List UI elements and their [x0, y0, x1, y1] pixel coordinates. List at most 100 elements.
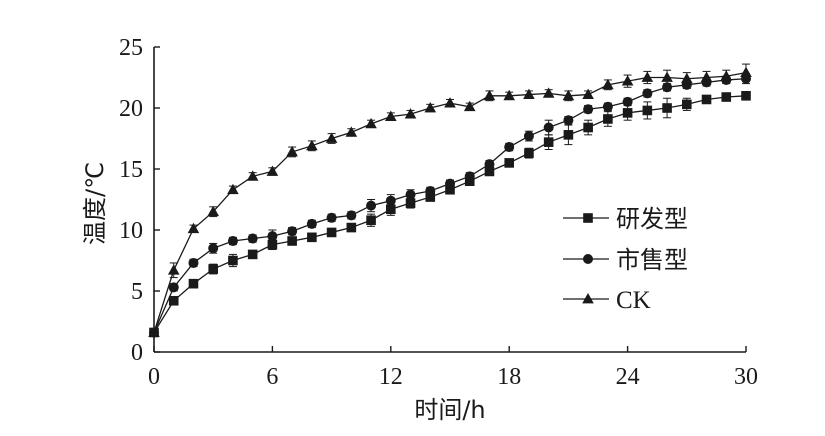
x-tick-label: 18 [497, 364, 521, 390]
data-point [267, 239, 278, 250]
data-point [405, 198, 416, 208]
data-point [721, 92, 732, 102]
data-point [168, 282, 179, 293]
data-point [404, 108, 417, 119]
data-point [286, 145, 298, 157]
data-point [681, 72, 693, 84]
data-point [424, 102, 437, 113]
data-point [582, 88, 594, 99]
data-point [168, 295, 179, 306]
data-point [228, 255, 238, 266]
data-point [543, 137, 554, 147]
data-point [188, 278, 199, 289]
y-tick-label: 5 [131, 279, 143, 305]
data-point [523, 131, 534, 142]
data-point [563, 130, 574, 140]
tick-labels: 0 6 12 18 24 30 0 5 10 15 20 25 [119, 35, 758, 390]
data-point [621, 75, 634, 86]
data-point [306, 218, 317, 229]
data-point [622, 108, 633, 118]
data-point [463, 100, 476, 112]
data-point [563, 115, 574, 126]
data-point [661, 71, 673, 82]
data-point [385, 110, 397, 121]
data-point [484, 166, 495, 177]
data-point [642, 105, 653, 116]
legend-marker [583, 213, 593, 223]
data-point [326, 227, 337, 238]
data-point [208, 264, 218, 274]
data-point [701, 94, 712, 105]
data-point [207, 205, 219, 217]
data-point [445, 184, 455, 195]
y-tick-label: 10 [119, 218, 143, 244]
data-point [386, 204, 396, 215]
data-point [602, 101, 613, 112]
data-point [188, 257, 199, 268]
legend-label: CK [616, 287, 651, 314]
data-point [504, 158, 514, 168]
data-point [345, 126, 358, 137]
legend-entry: CK [563, 287, 651, 314]
data-point [385, 195, 396, 206]
x-tick-label: 12 [379, 364, 403, 390]
data-point [187, 222, 200, 234]
data-point [741, 91, 751, 101]
data-point [622, 96, 633, 107]
data-point [483, 89, 496, 101]
data-point [740, 66, 752, 78]
ticks [153, 46, 747, 353]
data-point [583, 104, 594, 115]
data-point [267, 231, 278, 242]
data-point [346, 210, 357, 221]
data-point [464, 171, 475, 182]
data-point [287, 226, 298, 237]
data-point [208, 243, 219, 254]
data-point [306, 139, 318, 151]
x-axis-title: 时间/h [414, 396, 485, 424]
data-point [603, 114, 613, 124]
data-point [246, 170, 259, 181]
legend-marker [583, 254, 593, 264]
legend-label: 研发型 [616, 205, 688, 233]
data-point [346, 222, 357, 233]
data-point [484, 159, 495, 170]
data-point [642, 88, 653, 99]
data-point [504, 142, 515, 153]
data-point [503, 89, 515, 101]
data-point [444, 97, 456, 108]
data-point [325, 132, 338, 143]
data-point [425, 192, 436, 202]
series-square [149, 91, 751, 338]
data-point [266, 165, 279, 176]
data-point [227, 183, 239, 195]
data-point [662, 103, 672, 113]
data-point [602, 78, 614, 90]
data-point [562, 89, 575, 101]
data-point [542, 87, 555, 98]
data-point [247, 249, 258, 260]
y-tick-label: 25 [119, 35, 143, 61]
data-point [148, 326, 160, 337]
series-layer [148, 63, 752, 338]
data-point [227, 235, 238, 246]
data-point [641, 71, 654, 82]
data-point [700, 71, 713, 82]
data-point [523, 88, 535, 99]
data-point [366, 215, 376, 226]
y-tick-label: 20 [119, 96, 143, 122]
x-tick-label: 30 [734, 364, 758, 390]
data-point [543, 122, 554, 133]
legend-label: 市售型 [616, 246, 688, 274]
data-point [366, 200, 377, 211]
data-point [425, 185, 436, 196]
x-tick-label: 6 [266, 364, 278, 390]
axes [153, 47, 746, 353]
y-tick-label: 0 [131, 340, 143, 366]
y-tick-label: 15 [119, 157, 143, 183]
data-point [405, 189, 416, 200]
data-point [307, 232, 317, 243]
data-point [247, 233, 258, 244]
x-tick-label: 0 [148, 364, 160, 390]
